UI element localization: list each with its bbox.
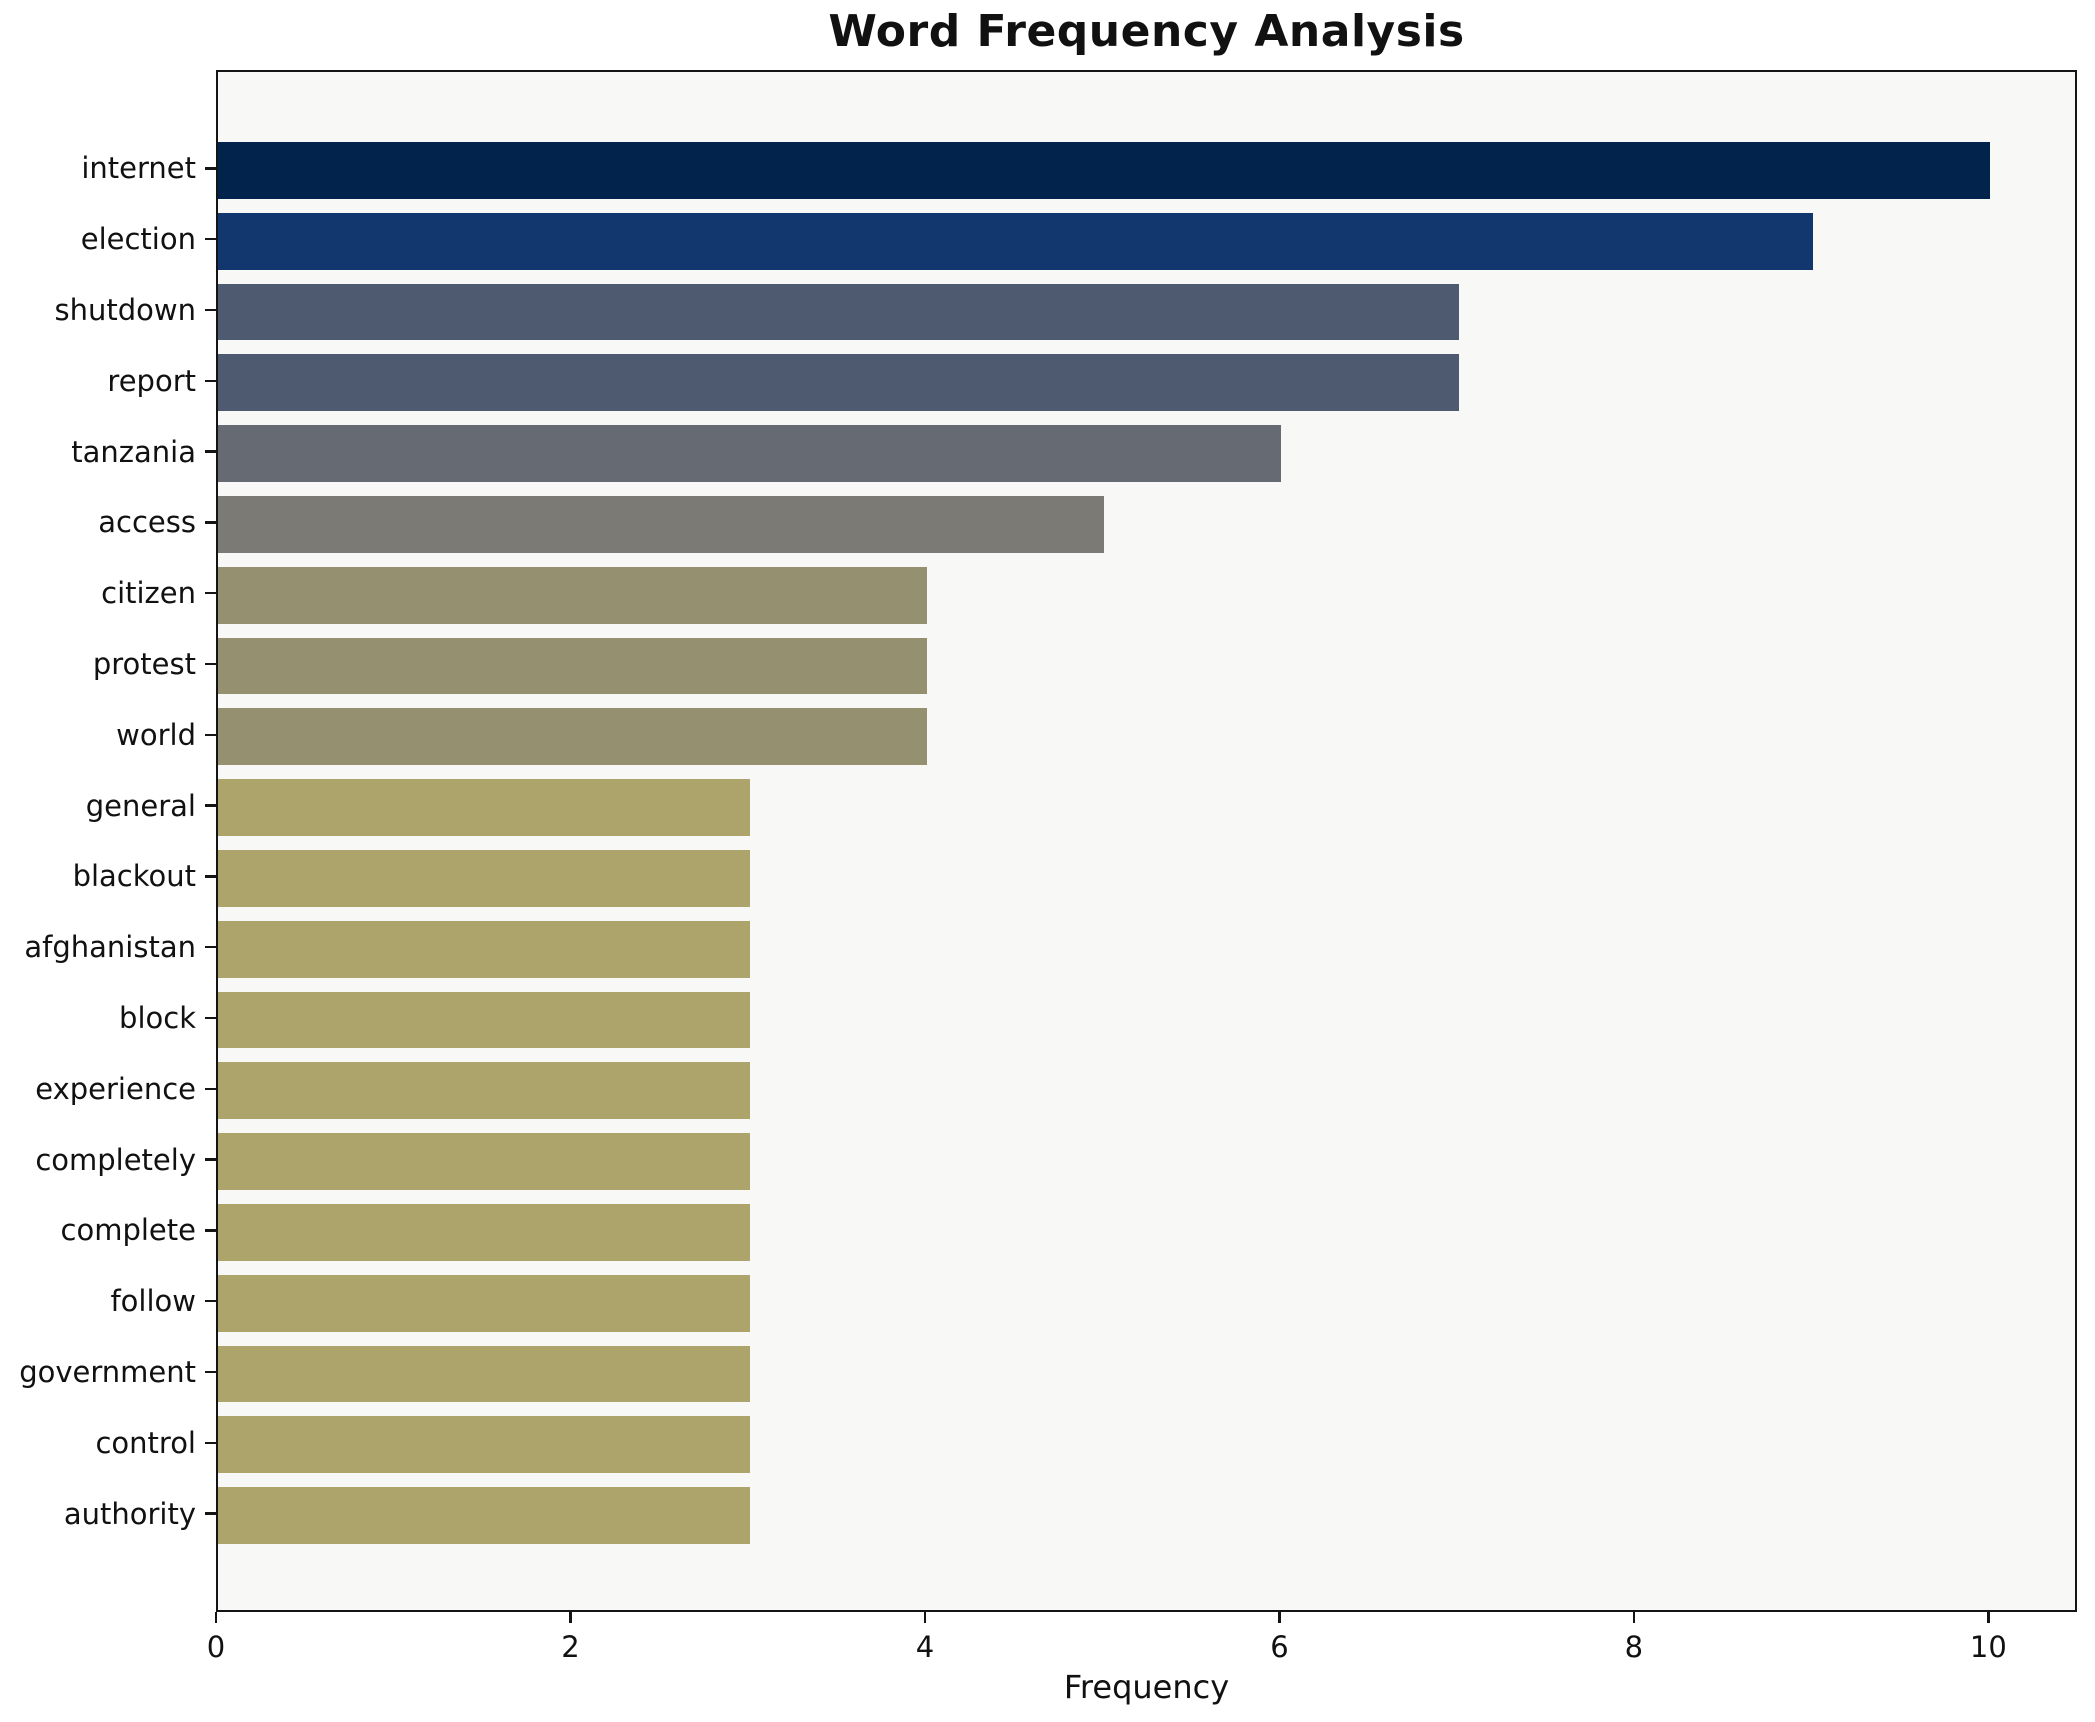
frequency-bar-citizen [218,566,927,624]
frequency-bar-experience [218,1062,750,1120]
frequency-bar-world [218,708,927,766]
y-tick-label: internet [81,151,196,186]
frequency-bar-complete [218,1204,750,1261]
y-tick-mark [205,167,216,170]
y-tick-label: report [107,363,196,398]
y-tick-mark [205,1299,216,1303]
y-tick-label: government [19,1355,196,1389]
y-tick-label: general [85,788,196,823]
y-tick-label: block [119,1001,196,1035]
y-tick-mark [205,662,216,666]
y-tick-mark [205,804,216,807]
y-tick-label: complete [60,1213,196,1248]
chart-title: Word Frequency Analysis [828,6,1465,57]
x-tick-mark [569,1612,572,1623]
y-tick-label: shutdown [54,293,197,327]
frequency-bar-government [218,1345,750,1403]
y-tick-mark [205,591,216,595]
y-tick-label: control [95,1425,196,1460]
x-tick-label: 2 [561,1630,580,1664]
y-tick-mark [205,1158,216,1161]
y-tick-label: experience [35,1071,196,1106]
frequency-bar-tanzania [218,425,1282,482]
frequency-bar-follow [218,1274,750,1332]
y-tick-label: afghanistan [24,930,196,965]
frequency-bar-block [218,991,750,1049]
y-tick-label: follow [110,1284,196,1319]
y-tick-label: tanzania [71,434,196,469]
x-tick-label: 6 [1270,1630,1289,1664]
y-tick-mark [205,379,216,383]
x-axis-label: Frequency [1063,1668,1230,1706]
x-tick-label: 10 [1969,1630,2007,1664]
x-tick-mark [923,1612,927,1623]
frequency-bar-control [218,1416,750,1474]
frequency-bar-protest [218,637,927,695]
y-tick-mark [205,1229,216,1232]
y-tick-mark [205,733,216,737]
x-tick-mark [1632,1612,1636,1623]
frequency-bar-shutdown [218,283,1459,341]
frequency-bar-afghanistan [218,920,750,978]
y-tick-label: protest [92,647,196,681]
frequency-bar-general [218,779,750,836]
y-tick-label: citizen [101,576,196,611]
frequency-bar-authority [218,1487,750,1544]
y-tick-mark [205,521,216,524]
y-tick-label: access [98,505,196,540]
x-tick-label: 4 [915,1630,935,1664]
y-tick-mark [205,1370,216,1374]
y-tick-label: blackout [72,859,196,894]
y-tick-label: authority [63,1496,196,1531]
y-tick-mark [205,308,216,312]
y-tick-label: world [116,717,196,752]
y-tick-mark [205,237,216,241]
y-tick-label: completely [35,1142,196,1177]
frequency-bar-election [218,212,1814,270]
y-tick-label: election [80,222,196,257]
x-tick-mark [1987,1612,1990,1623]
y-tick-mark [205,875,216,878]
plot-area [216,70,2077,1612]
frequency-bar-blackout [218,850,750,907]
x-tick-mark [214,1612,218,1623]
y-tick-mark [205,1016,216,1020]
y-tick-mark [205,1441,216,1445]
frequency-bar-completely [218,1133,750,1190]
frequency-bar-access [218,496,1105,553]
y-tick-mark [205,1512,216,1515]
x-tick-label: 8 [1624,1630,1644,1664]
y-tick-mark [205,945,216,949]
frequency-bar-report [218,354,1459,412]
y-tick-mark [205,1087,216,1091]
x-tick-mark [1278,1612,1281,1623]
frequency-bar-internet [218,142,1991,199]
y-tick-mark [205,450,216,453]
x-tick-label: 0 [206,1630,226,1664]
